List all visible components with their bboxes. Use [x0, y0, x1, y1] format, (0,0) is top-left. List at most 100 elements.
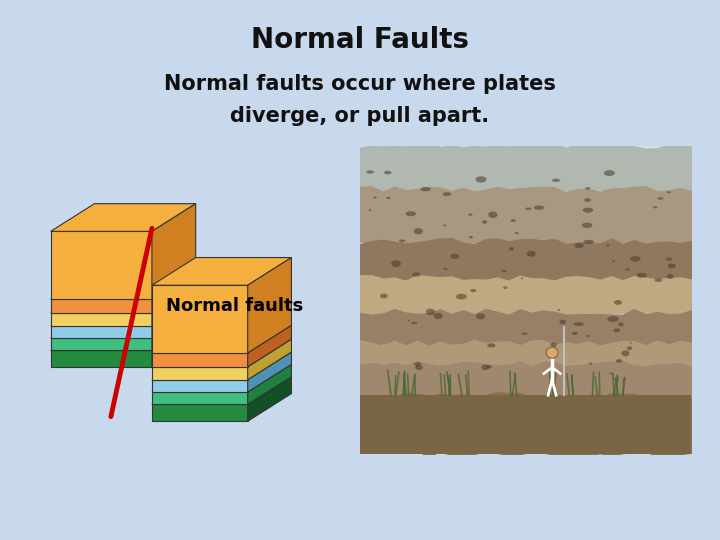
- Polygon shape: [152, 353, 248, 367]
- Ellipse shape: [456, 294, 467, 300]
- Ellipse shape: [582, 207, 593, 213]
- Polygon shape: [152, 298, 196, 338]
- Polygon shape: [50, 326, 152, 338]
- Ellipse shape: [488, 211, 498, 218]
- Ellipse shape: [380, 294, 387, 298]
- Ellipse shape: [391, 260, 401, 267]
- Ellipse shape: [469, 236, 473, 238]
- Ellipse shape: [399, 239, 405, 242]
- Polygon shape: [50, 350, 152, 367]
- Ellipse shape: [476, 176, 487, 183]
- Ellipse shape: [481, 364, 490, 370]
- Ellipse shape: [384, 171, 392, 174]
- Polygon shape: [50, 272, 196, 299]
- Ellipse shape: [667, 264, 676, 268]
- Circle shape: [546, 347, 558, 358]
- Polygon shape: [50, 285, 196, 313]
- Polygon shape: [50, 204, 196, 231]
- Ellipse shape: [636, 273, 647, 278]
- Ellipse shape: [468, 213, 472, 216]
- Text: Normal faults: Normal faults: [166, 297, 303, 315]
- Ellipse shape: [616, 359, 622, 363]
- Text: diverge, or pull apart.: diverge, or pull apart.: [230, 106, 490, 126]
- Ellipse shape: [621, 350, 629, 356]
- Polygon shape: [248, 364, 292, 404]
- Ellipse shape: [551, 342, 557, 347]
- Ellipse shape: [604, 170, 615, 176]
- Polygon shape: [152, 377, 292, 404]
- Ellipse shape: [411, 322, 418, 324]
- Polygon shape: [152, 380, 248, 392]
- Ellipse shape: [515, 232, 518, 234]
- Ellipse shape: [450, 254, 459, 259]
- Ellipse shape: [373, 197, 377, 198]
- Polygon shape: [248, 325, 292, 367]
- Ellipse shape: [509, 247, 514, 251]
- Polygon shape: [50, 231, 152, 299]
- Ellipse shape: [433, 313, 443, 319]
- Polygon shape: [152, 204, 196, 299]
- Ellipse shape: [527, 251, 536, 256]
- Ellipse shape: [574, 322, 584, 326]
- Ellipse shape: [584, 198, 591, 202]
- Text: Normal Faults: Normal Faults: [251, 26, 469, 55]
- Polygon shape: [50, 310, 196, 338]
- Polygon shape: [152, 339, 292, 367]
- Ellipse shape: [583, 240, 594, 244]
- Polygon shape: [152, 285, 248, 353]
- Polygon shape: [152, 404, 248, 421]
- Ellipse shape: [585, 187, 590, 190]
- Ellipse shape: [510, 219, 516, 222]
- Ellipse shape: [557, 309, 560, 311]
- Ellipse shape: [613, 328, 620, 332]
- Polygon shape: [152, 310, 196, 350]
- Ellipse shape: [526, 207, 531, 210]
- Ellipse shape: [387, 197, 390, 199]
- Polygon shape: [152, 323, 196, 367]
- Ellipse shape: [476, 313, 485, 319]
- Ellipse shape: [666, 258, 672, 261]
- Polygon shape: [50, 323, 196, 350]
- Polygon shape: [248, 339, 292, 380]
- Ellipse shape: [667, 191, 671, 193]
- Ellipse shape: [582, 222, 593, 228]
- Polygon shape: [50, 338, 152, 350]
- Ellipse shape: [572, 332, 577, 335]
- Ellipse shape: [552, 179, 560, 182]
- Polygon shape: [50, 313, 152, 326]
- Polygon shape: [50, 299, 152, 313]
- Ellipse shape: [657, 197, 664, 200]
- Ellipse shape: [612, 260, 615, 262]
- Polygon shape: [248, 258, 292, 353]
- Polygon shape: [152, 364, 292, 392]
- Ellipse shape: [503, 286, 508, 289]
- Ellipse shape: [608, 316, 618, 322]
- Ellipse shape: [487, 343, 495, 348]
- Ellipse shape: [482, 220, 487, 224]
- Ellipse shape: [366, 170, 374, 174]
- Ellipse shape: [534, 206, 544, 210]
- Ellipse shape: [415, 364, 423, 370]
- Bar: [360, 146, 691, 192]
- Ellipse shape: [413, 362, 421, 366]
- Ellipse shape: [443, 192, 451, 196]
- Text: Normal faults occur where plates: Normal faults occur where plates: [164, 73, 556, 94]
- Ellipse shape: [405, 211, 416, 216]
- Ellipse shape: [575, 243, 584, 248]
- Ellipse shape: [426, 308, 435, 315]
- Ellipse shape: [443, 268, 448, 270]
- Polygon shape: [152, 367, 248, 380]
- Ellipse shape: [626, 346, 632, 350]
- Ellipse shape: [653, 206, 657, 208]
- Ellipse shape: [502, 270, 507, 272]
- Polygon shape: [152, 272, 196, 313]
- Ellipse shape: [630, 256, 641, 261]
- Ellipse shape: [606, 245, 610, 246]
- Ellipse shape: [589, 362, 592, 365]
- Polygon shape: [152, 392, 248, 404]
- Ellipse shape: [521, 278, 523, 279]
- Ellipse shape: [413, 273, 420, 276]
- Ellipse shape: [609, 373, 613, 374]
- Ellipse shape: [559, 320, 566, 325]
- Ellipse shape: [487, 365, 492, 368]
